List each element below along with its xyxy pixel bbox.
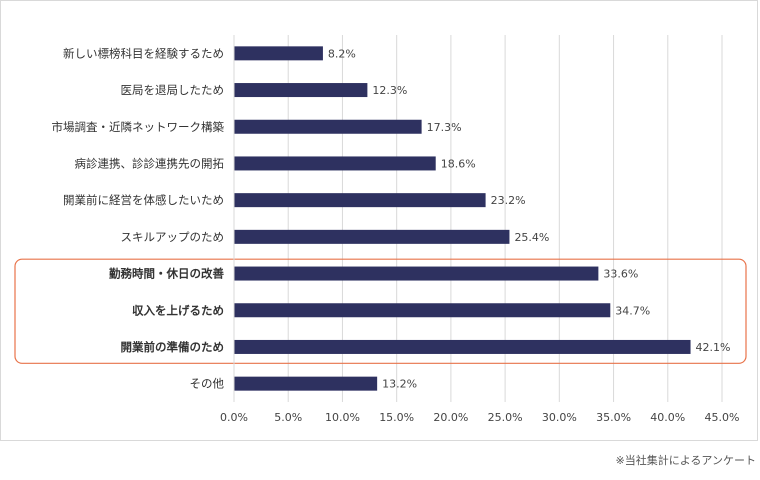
x-tick-label: 15.0% — [379, 411, 414, 424]
chart-frame — [0, 0, 758, 441]
x-tick-label: 5.0% — [274, 411, 302, 424]
data-label: 42.1% — [696, 341, 731, 354]
x-tick-label: 35.0% — [596, 411, 631, 424]
x-tick-label: 40.0% — [650, 411, 685, 424]
x-tick-label: 25.0% — [488, 411, 523, 424]
bar — [234, 83, 368, 98]
category-label: 新しい標榜科目を経験するため — [63, 46, 224, 60]
category-label: 病診連携、診診連携先の開拓 — [75, 156, 225, 170]
data-label: 34.7% — [615, 304, 650, 317]
bar — [234, 266, 599, 281]
category-label: 開業前の準備のため — [121, 340, 225, 354]
data-label: 33.6% — [603, 268, 638, 281]
category-label: 収入を上げるため — [132, 303, 224, 317]
category-label: その他 — [190, 377, 225, 391]
data-label: 23.2% — [491, 194, 526, 207]
data-label: 8.2% — [328, 47, 356, 60]
category-label: 開業前に経営を体感したいため — [63, 193, 224, 207]
data-label: 12.3% — [372, 84, 407, 97]
category-label: 勤務時間・休日の改善 — [109, 267, 224, 281]
bar — [234, 229, 510, 244]
x-tick-label: 30.0% — [542, 411, 577, 424]
bar — [234, 303, 611, 318]
bar-chart: 新しい標榜科目を経験するため 8.2% 医局を退局したため 12.3% 市場調査・近隣ネ… — [14, 35, 747, 424]
x-tick-label: 45.0% — [705, 411, 740, 424]
category-label: スキルアップのため — [121, 230, 225, 244]
highlight-box — [14, 258, 747, 364]
category-label: 市場調査・近隣ネットワーク構築 — [52, 120, 225, 134]
x-tick-label: 0.0% — [220, 411, 248, 424]
data-label: 25.4% — [514, 231, 549, 244]
category-label: 医局を退局したため — [121, 83, 225, 97]
bar — [234, 119, 422, 134]
data-label: 13.2% — [382, 378, 417, 391]
bar — [234, 376, 378, 391]
bar — [234, 156, 436, 171]
bar — [234, 193, 486, 208]
data-label: 18.6% — [441, 157, 476, 170]
data-label: 17.3% — [427, 121, 462, 134]
x-tick-label: 20.0% — [433, 411, 468, 424]
bar — [234, 339, 691, 354]
footnote: ※当社集計によるアンケート — [615, 454, 756, 467]
bar — [234, 46, 323, 61]
x-tick-label: 10.0% — [325, 411, 360, 424]
